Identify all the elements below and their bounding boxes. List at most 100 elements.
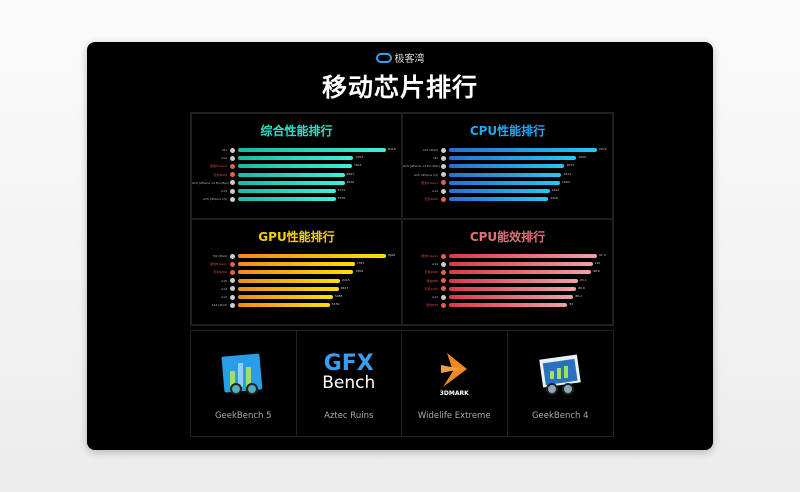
chip-label: A13 — [221, 295, 227, 300]
ranking-row: A13 5488 — [192, 293, 401, 301]
score-bar — [238, 164, 352, 169]
chip-label: M1 — [433, 156, 439, 161]
vendor-icon — [441, 196, 446, 202]
ranking-grid: 综合性能排行 M1 8414 A14 7053 骁龙8 Gen1 7014 天玑9000 664… — [190, 112, 614, 326]
chip-label: 骁龙8 Gen1 — [421, 254, 438, 259]
vendor-icon — [230, 163, 235, 169]
chip-label: A14 — [221, 156, 227, 161]
page-title: 移动芯片排行 — [321, 73, 478, 102]
ranking-row: A13 5731 — [192, 187, 401, 195]
ranking-row: A14 6627 — [192, 285, 401, 293]
score-bar — [238, 254, 386, 259]
ranking-row: A13 86.2 — [403, 293, 612, 301]
chip-label: A15 (iPhone 13 Pro Max) — [403, 164, 440, 169]
benchmark-label: GeekBench 5 — [214, 411, 272, 421]
chip-label: A15 (iPhone 13 Pro Max) — [192, 180, 229, 185]
score-value: 6627 — [340, 285, 349, 290]
ranking-row: 骁龙8 Gen1 97.3 — [403, 252, 612, 260]
score-value: 2072 — [599, 147, 607, 152]
chip-label: A14 — [221, 286, 227, 291]
vendor-icon — [230, 180, 235, 186]
ranking-row: 骁龙8 Gen1 1563 — [403, 179, 612, 187]
vendor-icon — [441, 163, 446, 169]
vendor-icon — [441, 147, 446, 153]
vendor-icon — [441, 286, 446, 292]
ranking-row: A15 (iPhone 13 Pro Max) 6618 — [192, 179, 401, 187]
score-bar — [449, 278, 578, 283]
score-value: 9961 — [388, 253, 396, 258]
score-value: 7053 — [355, 155, 364, 160]
ranking-row: 骁龙888 93.1 — [403, 277, 612, 285]
chip-label: A14 — [432, 189, 438, 194]
vendor-icon — [230, 196, 235, 202]
score-bar — [238, 156, 354, 161]
score-value: 6647 — [346, 171, 355, 176]
ranking-row: A15 (iPad) 2072 — [403, 146, 612, 154]
score-value: 1611 — [563, 171, 572, 176]
vendor-icon — [230, 155, 235, 161]
chip-label: M1 — [222, 148, 228, 153]
infographic-card: 极客湾 移动芯片排行 综合性能排行 M1 8414 A14 7053 骁龙8 Gen1 70… — [87, 42, 713, 450]
chip-label: 骁龙8 Gen1 — [421, 180, 438, 185]
3dmark-icon — [441, 353, 468, 387]
vendor-icon — [441, 180, 446, 186]
chip-label: A14 — [432, 262, 438, 267]
score-bar — [238, 262, 355, 267]
ranking-row: A14 120 — [403, 260, 612, 268]
score-value: 5705 — [337, 196, 346, 201]
score-bar — [238, 278, 341, 283]
vendor-icon — [230, 294, 235, 300]
ranking-row: M1 8414 — [192, 146, 401, 154]
benchmark-geekbench5: GeekBench 5 — [191, 331, 297, 436]
score-bar — [238, 189, 336, 194]
score-bar — [449, 254, 597, 259]
score-bar — [449, 172, 562, 177]
score-value: 1563 — [562, 179, 570, 184]
vendor-icon — [230, 302, 235, 308]
score-bar — [238, 148, 386, 153]
score-value: 93.1 — [579, 277, 587, 282]
vendor-icon — [441, 172, 446, 178]
score-value: 83 — [569, 302, 574, 307]
vendor-icon — [230, 269, 235, 275]
score-value: 5731 — [337, 188, 346, 193]
vendor-icon — [230, 172, 235, 178]
score-bar — [238, 270, 354, 275]
score-bar — [238, 303, 330, 308]
ranking-row: 天玑9000 88.6 — [403, 268, 612, 276]
brand-name: 极客湾 — [394, 54, 425, 65]
benchmark-label: GeekBench 4 — [531, 411, 589, 421]
score-value: 7808 — [355, 269, 364, 274]
ranking-row: A12 (iPad) 5459 — [192, 301, 401, 309]
gfxbench-icon: GFX Bench — [322, 351, 376, 393]
chip-label: 天玑1200 — [424, 286, 438, 291]
benchmark-label: Widelife Extreme — [417, 411, 491, 421]
ranking-row: A14 7053 — [192, 154, 401, 162]
chip-label: 骁龙870 — [426, 303, 438, 308]
benchmark-list: GeekBench 5 GFX Bench Aztec Ruins 3DMARK… — [190, 330, 614, 437]
score-value: 120 — [594, 261, 601, 266]
score-value: 8414 — [388, 147, 396, 152]
score-bar — [449, 180, 560, 185]
vendor-icon — [441, 188, 446, 194]
ranking-panel: CPU能效排行 骁龙8 Gen1 97.3 A14 120 天玑9000 88.6 骁龙888… — [402, 219, 613, 325]
vendor-icon — [441, 294, 446, 300]
score-bar — [449, 197, 549, 202]
ranking-row: A15 6415 — [192, 277, 401, 285]
score-value: 7014 — [353, 163, 362, 168]
score-bar — [449, 164, 565, 169]
vendor-icon — [230, 286, 235, 292]
vendor-icon — [441, 253, 446, 259]
benchmark-geekbench4: GeekBench 4 — [508, 331, 614, 436]
geekbench4-icon — [539, 354, 582, 395]
chip-label: 天玑9000 — [424, 270, 438, 275]
score-bar — [449, 148, 597, 153]
benchmark-label: Aztec Ruins — [324, 411, 374, 421]
brand-logo: 极客湾 — [87, 50, 713, 65]
vendor-icon — [230, 188, 235, 194]
ranking-row: A15 (iPhone 13) 5705 — [192, 195, 401, 203]
benchmark-3dmark: 3DMARK Widelife Extreme — [402, 331, 508, 436]
score-value: 86.6 — [578, 285, 585, 290]
score-bar — [238, 286, 339, 291]
vendor-icon — [441, 278, 446, 284]
